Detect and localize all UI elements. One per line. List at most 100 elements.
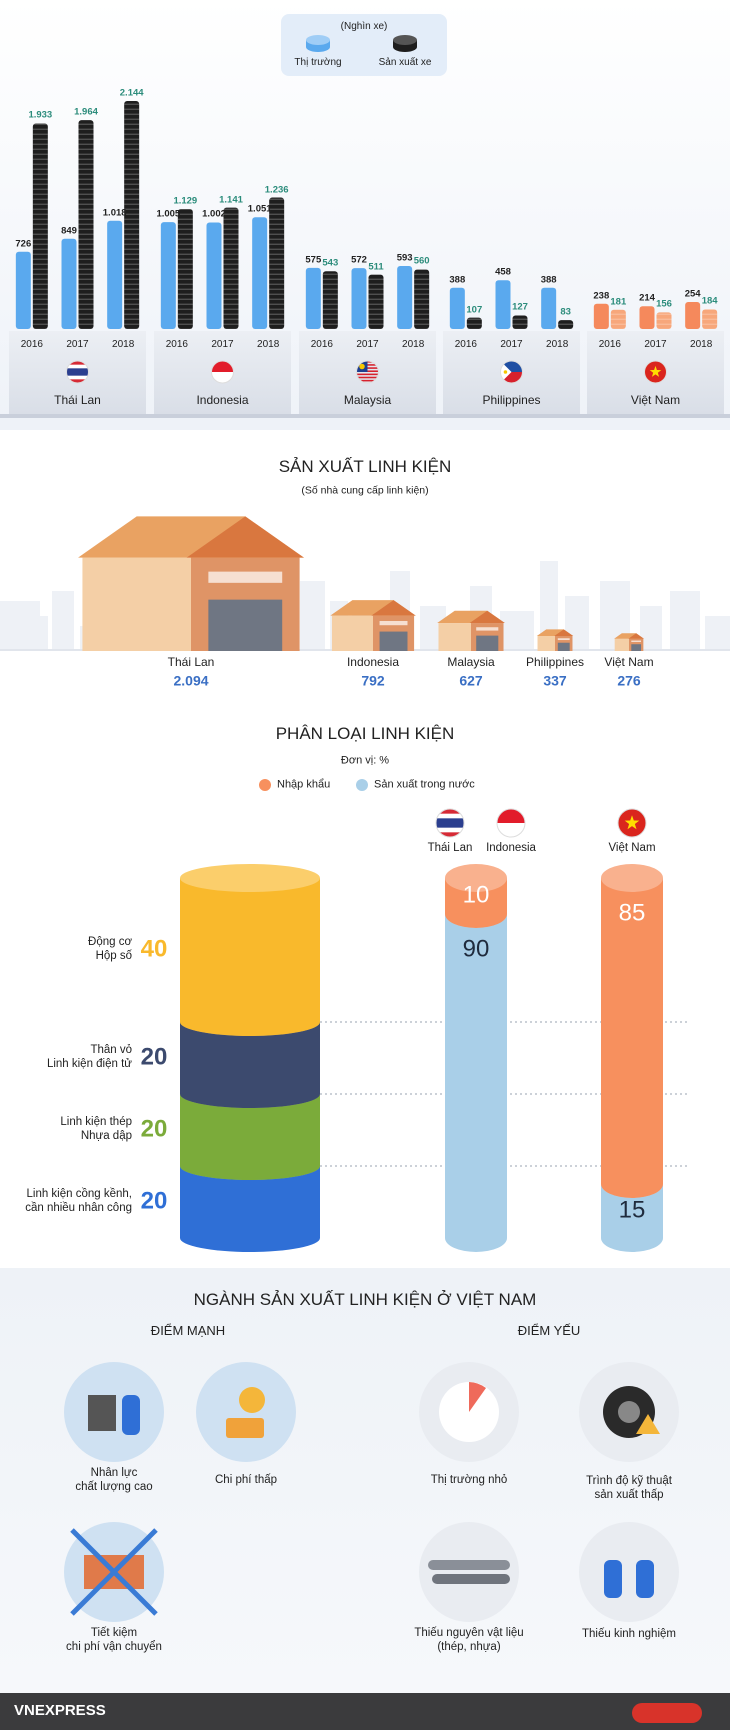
weakness-label: Trình độ kỹ thuật sản xuất thấp (586, 1475, 672, 1501)
flag-band (356, 373, 379, 376)
year-label: 2018 (546, 339, 569, 350)
flag (211, 361, 234, 383)
skyline (20, 616, 48, 651)
flag-band (356, 379, 379, 382)
footer-brand: VNEXPRESS (14, 1702, 106, 1719)
flag-moon (359, 363, 365, 370)
year-label: 2016 (454, 339, 477, 350)
tire-texture (124, 101, 140, 329)
machine (88, 1395, 116, 1431)
strength-label: Nhân lực chất lượng cao (75, 1467, 153, 1493)
pipe (428, 1560, 510, 1570)
value-label: 2.094 (173, 672, 209, 689)
unit-label: (Nghìn xe) (340, 21, 388, 32)
flag-ring (644, 360, 667, 384)
country-name: Philippines (525, 654, 585, 669)
house-window (557, 638, 570, 641)
value-label: 1.964 (74, 106, 98, 118)
value-label: 849 (61, 225, 77, 237)
skyline (670, 591, 700, 651)
house-door (476, 635, 499, 651)
cross (70, 1528, 158, 1616)
strength-label: Tiết kiệm chi phí vận chuyển (66, 1627, 162, 1653)
value-label: 337 (543, 672, 567, 689)
year-label: 2017 (66, 339, 89, 350)
flag (356, 361, 379, 382)
bar (160, 222, 176, 329)
value-label: 181 (610, 296, 627, 308)
value-label: 276 (617, 672, 641, 689)
value-label: 1.129 (173, 195, 198, 207)
component-value: 40 (140, 935, 168, 963)
legend-label: Sản xuất xe (378, 57, 432, 68)
value-label: 254 (684, 288, 701, 300)
year-label: 2018 (112, 339, 135, 350)
skyline (640, 606, 662, 651)
tire-texture (414, 269, 430, 329)
section-subtitle: (Số nhà cung cấp linh kiện) (301, 484, 429, 497)
flag-star (649, 365, 662, 377)
country-name: Việt Nam (604, 654, 654, 669)
year-label: 2017 (500, 339, 523, 350)
bar (593, 303, 609, 329)
tire-texture (702, 309, 718, 329)
house-roof-side (628, 633, 644, 639)
section-divider (0, 414, 730, 418)
house-window (476, 627, 499, 631)
flag-ring (66, 360, 89, 384)
column-heading: ĐIỂM YẾU (517, 1323, 581, 1339)
legend-dot (259, 779, 271, 791)
value-label: 572 (351, 254, 367, 266)
tire-texture (322, 271, 338, 329)
value-label: 127 (512, 301, 528, 313)
flag-band (497, 809, 525, 823)
tire-texture (512, 315, 528, 329)
country-name: Malaysia (343, 392, 392, 407)
year-label: 2017 (356, 339, 379, 350)
bar (61, 238, 77, 329)
legend-label: Sản xuất trong nước (374, 778, 475, 791)
house-window (631, 640, 642, 643)
tire-texture (32, 123, 48, 329)
value-label: 792 (361, 672, 385, 689)
cylinder-cap (180, 864, 320, 892)
bar (397, 265, 413, 329)
skyline (540, 561, 558, 651)
value-label: 627 (459, 672, 483, 689)
house-door (557, 642, 570, 651)
workers (636, 1560, 654, 1598)
country-name: Thái Lan (54, 392, 101, 407)
flag (644, 361, 667, 383)
bar (495, 280, 511, 329)
bar (351, 268, 367, 329)
coin (239, 1387, 265, 1413)
bar (541, 287, 557, 329)
bar (15, 251, 31, 329)
country-name: Việt Nam (630, 392, 681, 407)
bar (685, 301, 701, 329)
value-label: 1.051 (247, 203, 272, 215)
year-label: 2017 (211, 339, 234, 350)
value-label: 458 (495, 266, 511, 278)
flag-ring (496, 808, 526, 838)
flag-sun (503, 370, 508, 374)
flag-band (500, 372, 523, 383)
tire-texture (656, 312, 672, 329)
legend-box (281, 14, 447, 76)
weakness-label: Thiếu nguyên vật liệu (thép, nhựa) (414, 1627, 524, 1653)
workers (604, 1560, 622, 1598)
value-label: 511 (368, 260, 384, 272)
flag (618, 809, 646, 837)
value-label: 156 (656, 298, 672, 310)
year-label: 2016 (598, 339, 621, 350)
value-label: 593 (396, 252, 413, 264)
pie-wedge (469, 1382, 486, 1412)
section-title: PHÂN LOẠI LINH KIỆN (275, 723, 455, 743)
value-label: 1.018 (102, 207, 127, 219)
country-name: Philippines (482, 392, 541, 407)
country-name: Indonesia (196, 392, 249, 407)
value-label: 85 (618, 899, 646, 927)
bar (252, 217, 268, 329)
flag-ring (356, 360, 379, 384)
